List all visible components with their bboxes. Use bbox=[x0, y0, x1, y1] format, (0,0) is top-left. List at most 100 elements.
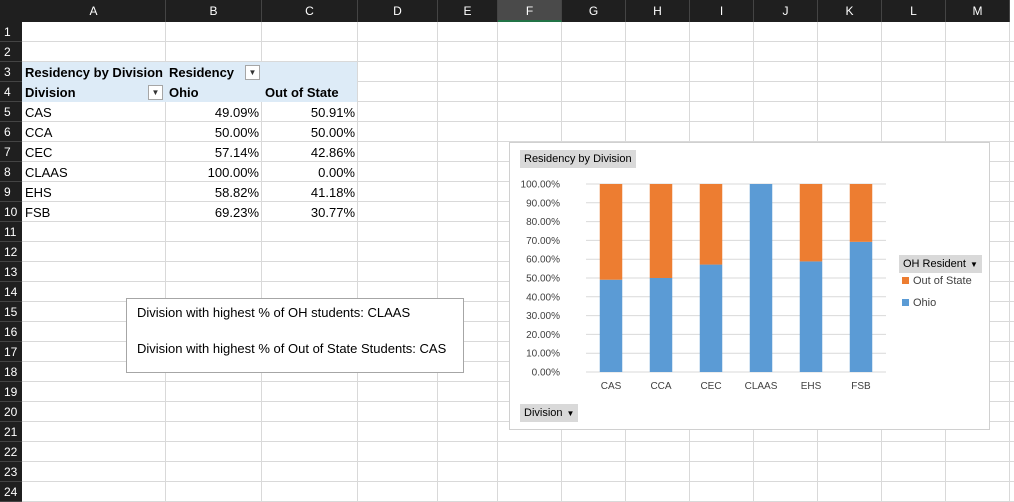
x-tick-label: CEC bbox=[700, 381, 721, 392]
row-header-12[interactable]: 12 bbox=[0, 242, 22, 262]
y-tick-label: 20.00% bbox=[526, 330, 560, 341]
row-gridline bbox=[22, 61, 1014, 62]
pivot-cell-out-of-state[interactable]: 42.86% bbox=[310, 145, 355, 160]
pivot-cell-ohio[interactable]: 58.82% bbox=[214, 185, 259, 200]
pivot-row-label[interactable]: CAS bbox=[25, 105, 52, 120]
pivot-cell-out-of-state[interactable]: 50.00% bbox=[310, 125, 355, 140]
y-tick-label: 70.00% bbox=[526, 236, 560, 247]
row-header-16[interactable]: 16 bbox=[0, 322, 22, 342]
column-header-b[interactable]: B bbox=[166, 0, 262, 22]
column-header-c[interactable]: C bbox=[262, 0, 358, 22]
pivot-column-field-label: Residency bbox=[169, 65, 235, 80]
column-header-a[interactable]: A bbox=[22, 0, 166, 22]
bar-out-of-state-cca bbox=[649, 184, 673, 278]
row-header-6[interactable]: 6 bbox=[0, 122, 22, 142]
x-tick-label: EHS bbox=[801, 381, 822, 392]
bar-out-of-state-cas bbox=[599, 184, 623, 280]
legend-entry: Ohio bbox=[913, 297, 936, 309]
column-header-e[interactable]: E bbox=[438, 0, 498, 22]
chart-title: Residency by Division bbox=[524, 153, 632, 165]
chevron-down-icon: ▼ bbox=[969, 260, 978, 269]
pivot-cell-out-of-state[interactable]: 41.18% bbox=[310, 185, 355, 200]
pivot-cell-ohio[interactable]: 49.09% bbox=[214, 105, 259, 120]
pivot-cell-ohio[interactable]: 57.14% bbox=[214, 145, 259, 160]
pivot-row-label[interactable]: CCA bbox=[25, 125, 53, 140]
row-header-15[interactable]: 15 bbox=[0, 302, 22, 322]
row-header-13[interactable]: 13 bbox=[0, 262, 22, 282]
row-gridline bbox=[22, 481, 1014, 482]
row-header-20[interactable]: 20 bbox=[0, 402, 22, 422]
row-header-2[interactable]: 2 bbox=[0, 42, 22, 62]
row-header-1[interactable]: 1 bbox=[0, 22, 22, 42]
summary-line-out-of-state: Division with highest % of Out of State … bbox=[137, 341, 447, 356]
column-header-l[interactable]: L bbox=[882, 0, 946, 22]
summary-textbox[interactable]: Division with highest % of OH students: … bbox=[126, 298, 464, 373]
column-header-i[interactable]: I bbox=[690, 0, 754, 22]
pivot-cell-out-of-state[interactable]: 30.77% bbox=[310, 205, 355, 220]
pivot-row-label[interactable]: EHS bbox=[25, 185, 52, 200]
row-filter-dropdown[interactable]: ▼ bbox=[148, 85, 163, 100]
y-tick-label: 100.00% bbox=[521, 180, 561, 191]
column-header-k[interactable]: K bbox=[818, 0, 882, 22]
row-header-5[interactable]: 5 bbox=[0, 102, 22, 122]
row-gridline bbox=[22, 141, 1014, 142]
row-header-14[interactable]: 14 bbox=[0, 282, 22, 302]
column-header-j[interactable]: J bbox=[754, 0, 818, 22]
x-tick-label: FSB bbox=[851, 381, 871, 392]
pivot-cell-ohio[interactable]: 100.00% bbox=[207, 165, 259, 180]
pivot-cell-out-of-state[interactable]: 0.00% bbox=[318, 165, 355, 180]
column-header-f[interactable]: F bbox=[498, 0, 562, 22]
pivot-row-label[interactable]: CLAAS bbox=[25, 165, 68, 180]
bar-out-of-state-ehs bbox=[799, 184, 823, 262]
row-header-7[interactable]: 7 bbox=[0, 142, 22, 162]
row-header-11[interactable]: 11 bbox=[0, 222, 22, 242]
legend-field-button[interactable]: OH Resident ▼ bbox=[899, 255, 982, 273]
pivot-row-label[interactable]: FSB bbox=[25, 205, 51, 220]
x-tick-label: CAS bbox=[601, 381, 622, 392]
bar-ohio-ehs bbox=[799, 261, 823, 372]
select-all-corner[interactable] bbox=[0, 0, 22, 22]
pivot-row-label[interactable]: CEC bbox=[25, 145, 53, 160]
chart-title-field-button[interactable]: Residency by Division bbox=[520, 150, 636, 168]
column-header-m[interactable]: M bbox=[946, 0, 1010, 22]
axis-field-button[interactable]: Division ▼ bbox=[520, 404, 579, 422]
pivot-col-header-out-of-state: Out of State bbox=[265, 85, 339, 100]
column-gridline bbox=[357, 22, 358, 502]
row-header-21[interactable]: 21 bbox=[0, 422, 22, 442]
pivot-chart[interactable]: Residency by Division 0.00% 10.00% 20.00% 3… bbox=[509, 142, 990, 430]
row-header-9[interactable]: 9 bbox=[0, 182, 22, 202]
pivot-cell-ohio[interactable]: 50.00% bbox=[214, 125, 259, 140]
axis-field-label: Division bbox=[524, 407, 563, 419]
pivot-header-band bbox=[22, 62, 357, 102]
summary-line-oh: Division with highest % of OH students: … bbox=[137, 305, 411, 320]
column-header-d[interactable]: D bbox=[358, 0, 438, 22]
row-header-19[interactable]: 19 bbox=[0, 382, 22, 402]
column-gridline bbox=[1009, 22, 1010, 502]
x-tick-label: CLAAS bbox=[745, 381, 778, 392]
row-header-4[interactable]: 4 bbox=[0, 82, 22, 102]
pivot-cell-out-of-state[interactable]: 50.91% bbox=[310, 105, 355, 120]
column-filter-dropdown[interactable]: ▼ bbox=[245, 65, 260, 80]
row-header-24[interactable]: 24 bbox=[0, 482, 22, 502]
y-tick-label: 10.00% bbox=[526, 349, 560, 360]
y-tick-label: 80.00% bbox=[526, 217, 560, 228]
row-header-3[interactable]: 3 bbox=[0, 62, 22, 82]
y-tick-label: 90.00% bbox=[526, 198, 560, 209]
bar-out-of-state-cec bbox=[699, 184, 723, 265]
column-header-h[interactable]: H bbox=[626, 0, 690, 22]
pivot-row-field-label: Division bbox=[25, 85, 76, 100]
column-header-g[interactable]: G bbox=[562, 0, 626, 22]
row-header-22[interactable]: 22 bbox=[0, 442, 22, 462]
column-gridline bbox=[165, 22, 166, 502]
row-header-17[interactable]: 17 bbox=[0, 342, 22, 362]
legend-title: OH Resident bbox=[903, 258, 966, 270]
row-header-8[interactable]: 8 bbox=[0, 162, 22, 182]
row-header-23[interactable]: 23 bbox=[0, 462, 22, 482]
y-tick-label: 30.00% bbox=[526, 311, 560, 322]
row-gridline bbox=[22, 461, 1014, 462]
row-header-10[interactable]: 10 bbox=[0, 202, 22, 222]
pivot-cell-ohio[interactable]: 69.23% bbox=[214, 205, 259, 220]
chart-plot: 0.00% 10.00% 20.00% 30.00% 40.00% 50.00% 60.00… bbox=[521, 180, 972, 393]
row-header-18[interactable]: 18 bbox=[0, 362, 22, 382]
